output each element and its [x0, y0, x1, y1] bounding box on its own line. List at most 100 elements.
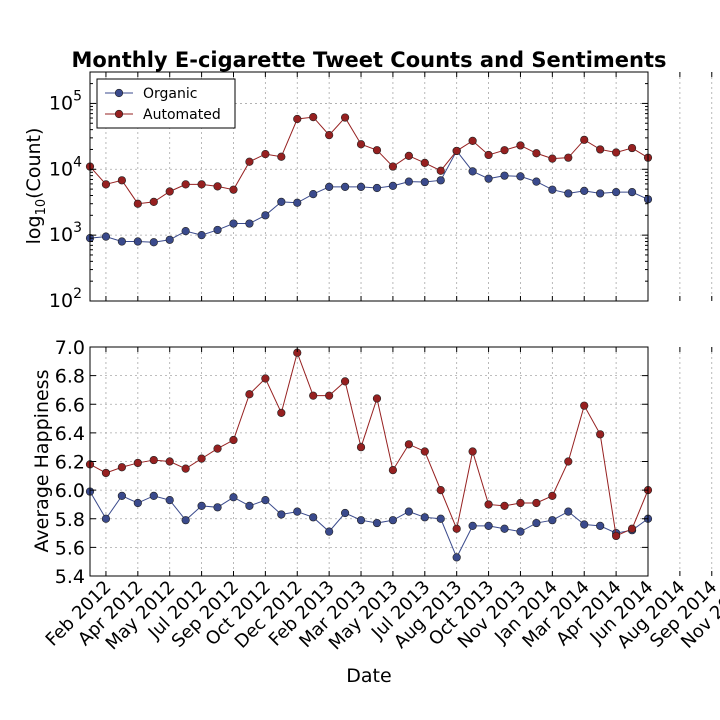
counts-point-organic: [181, 227, 190, 236]
happiness-point-organic: [181, 516, 190, 525]
happiness-point-automated: [627, 524, 637, 533]
happiness-point-automated: [516, 498, 525, 508]
counts-point-organic: [117, 237, 126, 246]
y-tick-exponent: 5: [73, 88, 82, 104]
counts-point-organic: [101, 232, 111, 241]
counts-point-automated: [532, 149, 541, 158]
counts-point-organic: [596, 189, 605, 198]
happiness-point-organic: [420, 513, 429, 522]
counts-point-automated: [627, 143, 637, 153]
counts-point-automated: [548, 154, 557, 163]
happiness-point-automated: [612, 531, 621, 541]
counts-y-axis-label-base: log: [23, 215, 45, 244]
counts-point-organic: [436, 176, 445, 185]
happiness-point-organic: [372, 518, 382, 528]
happiness-point-automated: [484, 500, 493, 509]
happiness-series: [85, 348, 653, 562]
counts-point-organic: [532, 177, 541, 186]
legend-box: [96, 78, 236, 129]
happiness-point-automated: [133, 458, 142, 468]
happiness-point-organic: [101, 514, 111, 523]
happiness-point-organic: [149, 491, 158, 500]
happiness-ticks: [90, 346, 713, 577]
happiness-point-organic: [293, 507, 302, 516]
counts-point-automated: [133, 199, 142, 208]
happiness-point-automated: [404, 440, 413, 449]
counts-point-automated: [229, 185, 238, 194]
happiness-point-automated: [229, 435, 238, 445]
happiness-point-organic: [436, 514, 445, 523]
happiness-point-automated: [197, 454, 206, 463]
counts-point-organic: [165, 235, 174, 244]
counts-point-organic: [149, 238, 158, 247]
counts-point-organic: [356, 182, 366, 192]
y-tick-base: 10: [49, 158, 73, 180]
counts-point-automated: [420, 158, 429, 167]
counts-y-axis-label-rest: (Count): [23, 128, 45, 199]
counts-point-organic: [580, 186, 589, 195]
counts-point-organic: [468, 167, 477, 176]
happiness-point-organic: [340, 508, 350, 518]
happiness-point-automated: [261, 374, 270, 383]
happiness-y-tick-label: 5.6: [55, 537, 85, 559]
happiness-y-tick-labels: 5.4 5.6 5.8 6.0 6.2 6.4 6.6 6.8 7.0: [55, 337, 85, 588]
happiness-y-tick-label: 5.8: [55, 509, 85, 531]
counts-point-organic: [516, 172, 525, 181]
happiness-point-organic: [452, 553, 461, 562]
happiness-point-automated: [436, 486, 445, 495]
happiness-y-tick-label: 7.0: [55, 337, 85, 359]
counts-point-organic: [564, 189, 573, 198]
counts-point-automated: [277, 152, 286, 161]
counts-point-automated: [388, 162, 398, 171]
happiness-y-tick-label: 5.4: [55, 566, 85, 588]
happiness-point-organic: [261, 496, 270, 505]
counts-point-organic: [627, 188, 637, 197]
happiness-point-organic: [277, 510, 286, 519]
counts-gridlines: [90, 72, 713, 302]
counts-point-organic: [420, 177, 429, 187]
y-tick-base: 10: [49, 224, 73, 246]
happiness-point-automated: [149, 455, 158, 465]
counts-point-organic: [229, 219, 238, 228]
happiness-point-organic: [596, 521, 605, 531]
happiness-point-organic: [325, 527, 334, 536]
counts-point-automated: [372, 146, 382, 155]
counts-point-organic: [213, 225, 222, 235]
happiness-point-organic: [388, 516, 398, 525]
counts-point-automated: [213, 182, 222, 191]
legend-marker-automated: [114, 109, 124, 119]
happiness-point-automated: [548, 491, 557, 500]
happiness-point-automated: [356, 443, 366, 452]
happiness-point-automated: [181, 464, 190, 473]
legend: Organic Automated: [96, 78, 236, 129]
counts-point-automated: [484, 150, 493, 160]
counts-point-automated: [596, 145, 605, 154]
happiness-point-organic: [580, 520, 589, 529]
counts-point-organic: [404, 177, 413, 186]
legend-item-organic: Organic: [105, 86, 197, 102]
happiness-point-automated: [101, 468, 111, 478]
chart-title: Monthly E-cigarette Tweet Counts and Sen…: [71, 48, 666, 72]
y-tick-exponent: 2: [73, 286, 82, 302]
happiness-point-organic: [245, 501, 254, 510]
counts-point-organic: [197, 231, 206, 240]
happiness-point-automated: [372, 394, 382, 403]
counts-point-organic: [293, 198, 302, 207]
happiness-point-organic: [548, 516, 557, 525]
counts-point-organic: [245, 219, 254, 228]
counts-point-organic: [133, 237, 142, 246]
happiness-point-organic: [356, 516, 366, 525]
counts-point-automated: [293, 114, 302, 124]
happiness-point-organic: [516, 527, 525, 536]
happiness-point-automated: [165, 457, 174, 466]
happiness-point-automated: [580, 401, 589, 410]
counts-y-tick-label: 105: [49, 88, 82, 114]
happiness-y-tick-label: 6.4: [55, 423, 85, 445]
counts-point-automated: [197, 180, 206, 189]
counts-point-automated: [149, 197, 158, 206]
counts-point-organic: [261, 211, 270, 220]
counts-point-automated: [516, 141, 525, 150]
happiness-point-organic: [309, 513, 318, 522]
happiness-point-automated: [596, 430, 605, 439]
